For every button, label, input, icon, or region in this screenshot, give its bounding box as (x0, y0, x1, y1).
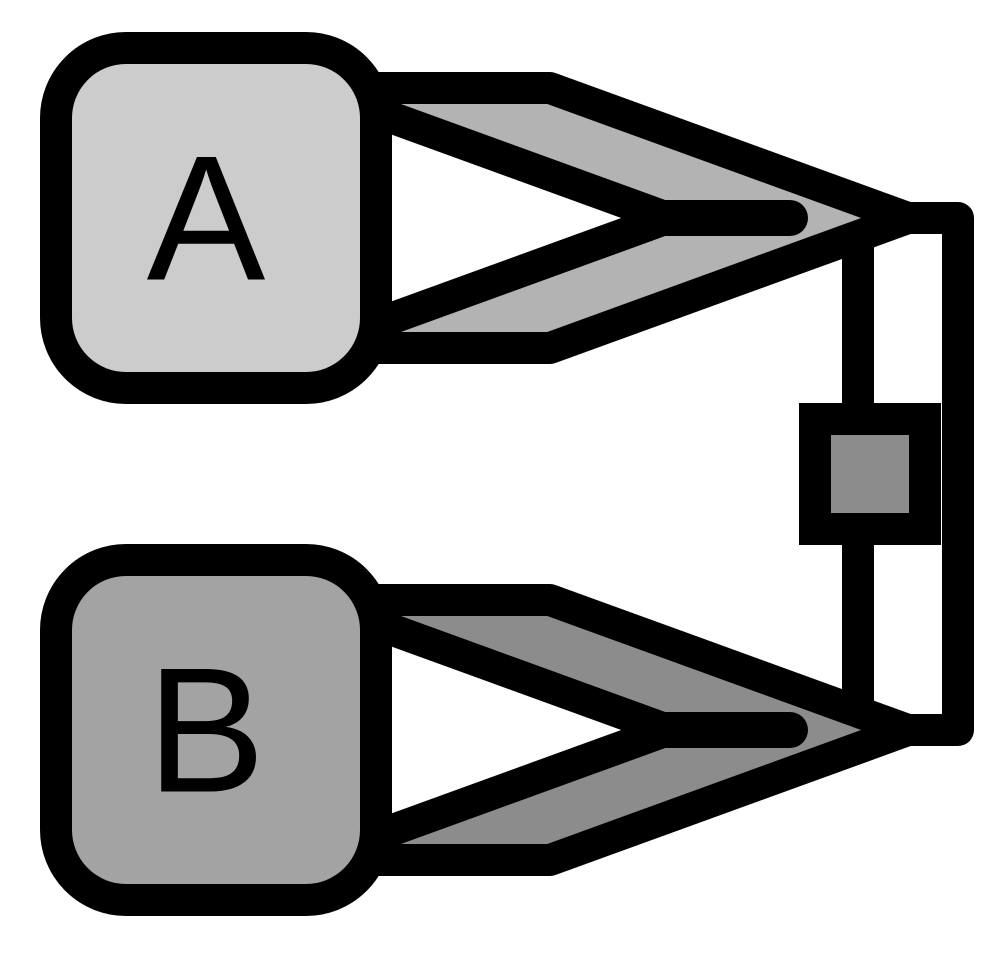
arrow-a (310, 88, 908, 348)
center-square (815, 419, 925, 529)
ab-flow-icon: A B (0, 0, 1008, 980)
label-a: A (147, 119, 266, 318)
arrow-b (310, 600, 908, 860)
label-b: B (147, 631, 266, 830)
